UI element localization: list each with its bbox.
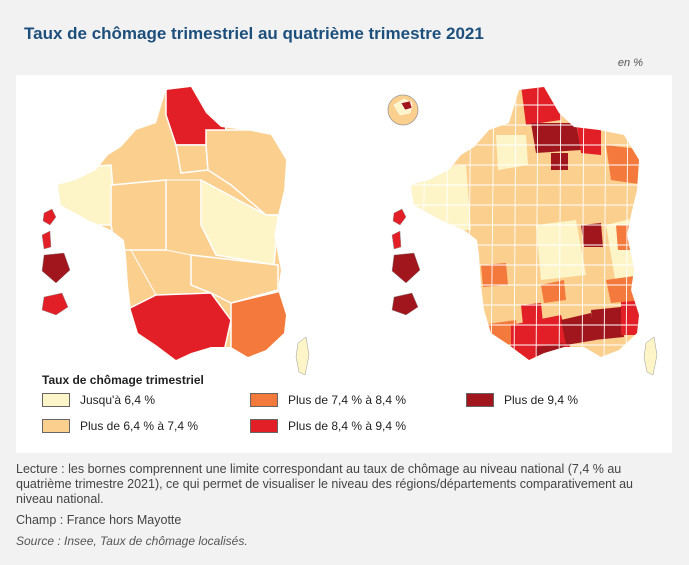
island-martinique-dept bbox=[391, 230, 402, 250]
dept-grid bbox=[411, 87, 639, 360]
dept-vosges-orange bbox=[616, 225, 639, 250]
legend-swatch bbox=[42, 393, 70, 407]
map-regions bbox=[41, 87, 310, 376]
region-borders bbox=[110, 179, 201, 296]
note-source: Source : Insee, Taux de chômage localisé… bbox=[16, 534, 248, 548]
island-guyane-dept bbox=[391, 252, 421, 284]
island-guadeloupe bbox=[42, 208, 57, 226]
legend-item-2: Plus de 6,4 % à 7,4 % bbox=[42, 419, 198, 433]
dept-ariege bbox=[521, 303, 543, 325]
dept-light-west bbox=[411, 165, 471, 230]
island-corse-dept bbox=[643, 336, 658, 376]
page-title: Taux de chômage trimestriel au quatrième… bbox=[24, 24, 484, 43]
map-departements bbox=[387, 87, 658, 376]
legend-swatch bbox=[250, 393, 278, 407]
legend-item-1: Jusqu'à 6,4 % bbox=[42, 393, 155, 407]
paris-inset bbox=[387, 94, 419, 126]
note-lecture: Lecture : les bornes comprennent une lim… bbox=[16, 462, 633, 506]
region-pays-de-la-loire bbox=[110, 179, 167, 251]
note-champ: Champ : France hors Mayotte bbox=[16, 513, 182, 527]
maps-svg bbox=[41, 87, 658, 376]
legend-label: Plus de 7,4 % à 8,4 % bbox=[288, 393, 407, 407]
legend-label: Plus de 8,4 % à 9,4 % bbox=[288, 419, 407, 433]
legend-label: Plus de 6,4 % à 7,4 % bbox=[80, 419, 199, 433]
legend-title: Taux de chômage trimestriel bbox=[42, 373, 204, 387]
dept-haute-marne bbox=[581, 223, 603, 247]
dept-gard-herault bbox=[561, 313, 596, 345]
legend-label: Jusqu'à 6,4 % bbox=[80, 393, 156, 407]
legend-item-5: Plus de 9,4 % bbox=[466, 393, 578, 407]
legend-swatch bbox=[466, 393, 494, 407]
island-guyane bbox=[41, 252, 71, 284]
dept-aisne-somme bbox=[531, 123, 581, 153]
island-reunion-dept bbox=[391, 292, 419, 316]
dept-seine-saint-denis bbox=[551, 153, 568, 170]
island-martinique bbox=[41, 230, 52, 250]
dept-bouches-du-rhone bbox=[591, 307, 624, 340]
legend-item-4: Plus de 8,4 % à 9,4 % bbox=[250, 419, 406, 433]
map-panel: Taux de chômage trimestriel Jusqu'à 6,4 … bbox=[16, 75, 672, 453]
legend-swatch bbox=[250, 419, 278, 433]
island-guadeloupe-dept bbox=[392, 208, 407, 226]
island-reunion bbox=[41, 292, 69, 316]
notes: Lecture : les bornes comprennent une lim… bbox=[16, 462, 671, 555]
legend-swatch bbox=[42, 419, 70, 433]
region-ile-de-france bbox=[175, 144, 209, 174]
region-bretagne bbox=[58, 164, 117, 226]
dept-pyrenees-orientales bbox=[536, 343, 568, 360]
dept-west-orange bbox=[481, 263, 508, 287]
legend: Taux de chômage trimestriel Jusqu'à 6,4 … bbox=[42, 371, 642, 441]
region-paca bbox=[230, 284, 286, 360]
dept-alpes-orange bbox=[606, 275, 639, 303]
region-auvergne-rhone-alpes bbox=[190, 254, 279, 304]
legend-label: Plus de 9,4 % bbox=[504, 393, 579, 407]
legend-item-3: Plus de 7,4 % à 8,4 % bbox=[250, 393, 406, 407]
island-corse bbox=[295, 336, 310, 376]
dept-light-north bbox=[496, 135, 528, 170]
unit-label: en % bbox=[617, 57, 643, 69]
